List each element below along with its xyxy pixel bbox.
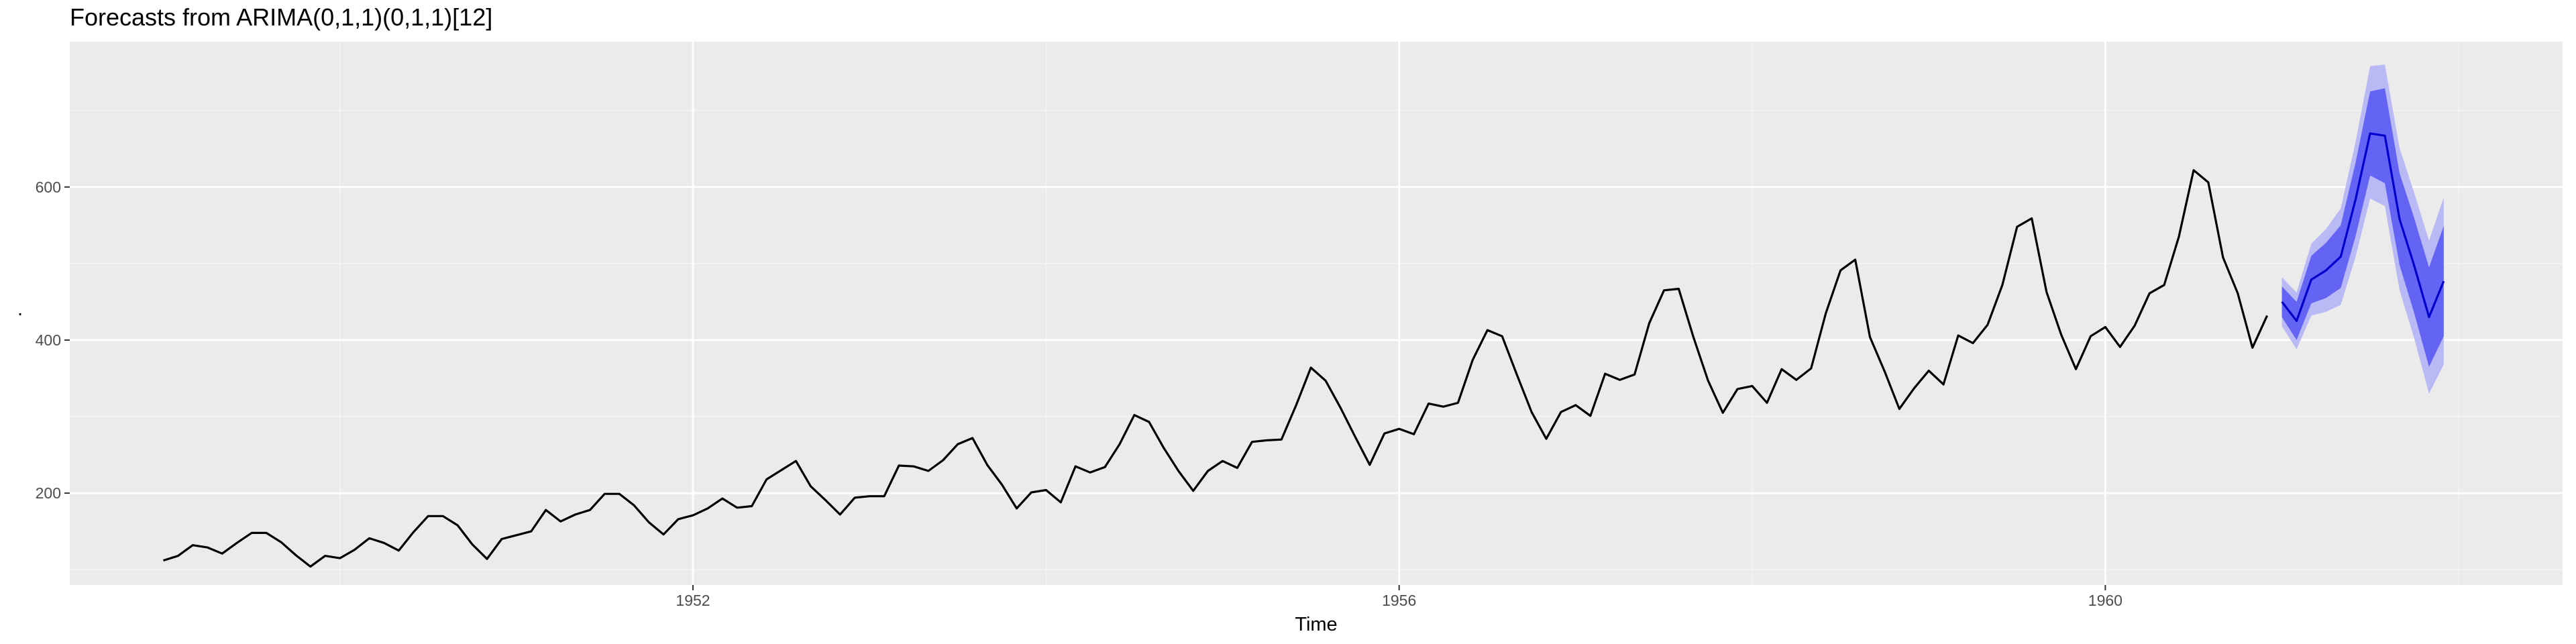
axis-ticks <box>64 186 2106 590</box>
major-gridlines <box>70 42 2563 585</box>
y-axis-title: . <box>17 299 23 320</box>
minor-gridlines <box>70 42 2563 585</box>
series-lines <box>163 132 2445 568</box>
y-tick-label: 200 <box>36 484 61 502</box>
x-axis-title: Time <box>1295 614 1337 635</box>
plot-panel <box>70 42 2563 585</box>
prediction-intervals <box>2282 64 2444 394</box>
band-80 <box>2282 88 2444 367</box>
y-tick-label: 400 <box>36 331 61 349</box>
chart-title: Forecasts from ARIMA(0,1,1)(0,1,1)[12] <box>70 3 492 31</box>
forecast-mean-line <box>2281 132 2445 322</box>
x-tick-label: 1952 <box>676 592 710 609</box>
tick-labels: 1952 1956 1960 200 400 600 <box>36 178 2123 609</box>
band-95 <box>2282 64 2444 394</box>
x-tick-label: 1960 <box>2088 592 2123 609</box>
x-tick-label: 1956 <box>1382 592 1416 609</box>
observed-series-line <box>163 169 2269 568</box>
y-tick-label: 600 <box>36 178 61 196</box>
